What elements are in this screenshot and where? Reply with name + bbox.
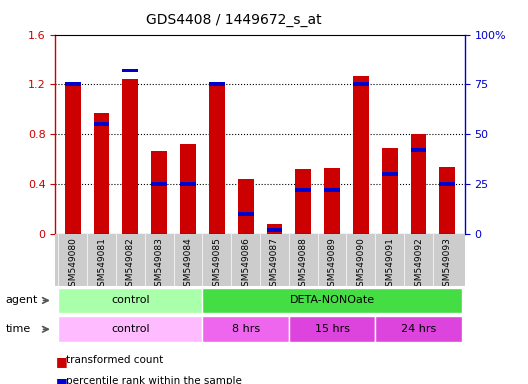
Bar — [375, 316, 462, 342]
Bar — [209, 83, 225, 86]
Bar — [151, 182, 167, 186]
Text: transformed count: transformed count — [66, 355, 163, 365]
Bar — [439, 182, 455, 186]
Text: control: control — [111, 324, 149, 334]
Bar — [93, 122, 109, 126]
Text: GSM549080: GSM549080 — [68, 237, 77, 292]
Bar — [65, 82, 81, 234]
Text: time: time — [5, 324, 31, 334]
Bar — [267, 224, 282, 234]
Text: GSM549086: GSM549086 — [241, 237, 250, 292]
Text: GSM549081: GSM549081 — [97, 237, 106, 292]
Bar — [411, 134, 427, 234]
Bar — [324, 168, 340, 234]
Bar — [382, 148, 398, 234]
Text: GSM549091: GSM549091 — [385, 237, 394, 292]
Text: GSM549087: GSM549087 — [270, 237, 279, 292]
Bar — [122, 68, 138, 73]
Bar — [295, 188, 311, 192]
Text: GSM549092: GSM549092 — [414, 237, 423, 291]
Bar — [151, 151, 167, 234]
Text: control: control — [111, 295, 149, 306]
Text: GSM549090: GSM549090 — [356, 237, 365, 292]
Text: DETA-NONOate: DETA-NONOate — [289, 295, 375, 306]
Text: GSM549088: GSM549088 — [299, 237, 308, 292]
Text: ■: ■ — [55, 355, 67, 368]
Bar — [411, 148, 427, 152]
Text: GSM549093: GSM549093 — [443, 237, 452, 292]
Bar — [58, 316, 202, 342]
Bar — [439, 167, 455, 234]
Bar — [382, 172, 398, 176]
Bar — [353, 76, 369, 234]
Text: GSM549082: GSM549082 — [126, 237, 135, 291]
Text: 24 hrs: 24 hrs — [401, 324, 436, 334]
Bar — [267, 228, 282, 232]
Bar — [180, 144, 196, 234]
Bar — [122, 79, 138, 234]
Bar — [289, 316, 375, 342]
Text: GSM549085: GSM549085 — [212, 237, 221, 292]
Text: GSM549089: GSM549089 — [327, 237, 336, 292]
Bar — [238, 179, 253, 234]
Bar — [58, 288, 202, 313]
Text: GDS4408 / 1449672_s_at: GDS4408 / 1449672_s_at — [146, 13, 322, 27]
Bar — [180, 182, 196, 186]
Text: GSM549084: GSM549084 — [184, 237, 193, 291]
Bar — [295, 169, 311, 234]
Text: agent: agent — [5, 295, 37, 306]
Bar — [93, 113, 109, 234]
Bar — [65, 83, 81, 86]
Bar — [353, 83, 369, 86]
Text: 8 hrs: 8 hrs — [232, 324, 260, 334]
Bar — [324, 188, 340, 192]
Text: 15 hrs: 15 hrs — [315, 324, 350, 334]
Bar — [202, 288, 462, 313]
Text: percentile rank within the sample: percentile rank within the sample — [66, 376, 242, 384]
Text: ■: ■ — [55, 376, 67, 384]
Bar — [202, 316, 289, 342]
Bar — [209, 84, 225, 234]
Text: GSM549083: GSM549083 — [155, 237, 164, 292]
Bar — [238, 212, 253, 216]
